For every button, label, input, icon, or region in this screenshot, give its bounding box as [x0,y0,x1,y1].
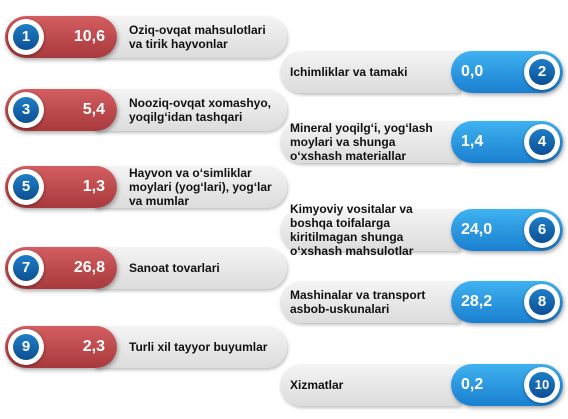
number-badge: 9 [8,329,44,365]
item-label: Kimyoviy vositalar va boshqa toifalarga ki… [280,202,460,258]
number-badge: 1 [8,19,44,55]
value-text: 1,4 [461,133,484,150]
number-text: 3 [13,97,39,123]
label-line: o‘xshash materiallar [290,149,407,163]
label-line: Sanoat tovarlari [129,261,220,275]
number-badge: 3 [8,92,44,128]
label-line: Kimyoviy vositalar va [290,202,413,216]
label-line: moylari va shunga [290,135,396,149]
value-pill: 1,3 5 [5,166,117,208]
label-line: o‘xshash mahsulotlar [290,244,414,258]
label-line: Mineral yoqilg‘i, yog‘lash [290,121,433,135]
value-text: 28,2 [461,293,493,310]
item-label: Turli xil tayyor buyumlar [95,326,287,368]
value-pill: 0,2 10 [451,364,563,406]
value-pill: 28,2 8 [451,281,563,323]
item-label: Nooziq-ovqat xomashyo, yoqilg‘idan tashqa… [95,89,287,131]
number-text: 5 [13,174,39,200]
number-text: 1 [13,24,39,50]
number-badge: 4 [524,124,560,160]
label-line: moylari (yog‘lari), yog‘lar [129,180,272,194]
value-text: 0,0 [461,63,484,80]
item-label: Mashinalar va transport asbob-uskunalari [280,281,460,323]
value-pill: 2,3 9 [5,326,117,368]
item-label: Hayvon va o‘simliklar moylari (yog‘lari),… [95,166,287,208]
label-line: Mashinalar va transport [290,288,426,302]
number-text: 2 [529,59,555,85]
value-pill: 0,0 2 [451,51,563,93]
value-pill: 24,0 6 [451,209,563,251]
item-label: Xizmatlar [280,364,460,406]
label-line: va mumlar [129,194,190,208]
list-item: Kimyoviy vositalar va boshqa toifalarga ki… [280,202,563,258]
item-label: Oziq-ovqat mahsulotlari va tirik hayvonla… [95,16,287,58]
item-label: Sanoat tovarlari [95,247,287,289]
number-badge: 8 [524,284,560,320]
label-line: Oziq-ovqat mahsulotlari [129,23,266,37]
list-item: Mashinalar va transport asbob-uskunalari 2… [280,281,563,323]
list-item: Xizmatlar 0,2 10 [280,364,563,406]
list-item: Turli xil tayyor buyumlar 2,3 9 [5,326,287,368]
label-line: kiritilmagan shunga [290,230,404,244]
value-text: 26,8 [73,259,105,276]
value-text: 10,6 [73,28,105,45]
number-text: 7 [13,255,39,281]
number-text: 9 [13,334,39,360]
label-line: yoqilg‘idan tashqari [129,110,243,124]
number-text: 8 [529,289,555,315]
value-text: 24,0 [461,221,493,238]
list-item: Nooziq-ovqat xomashyo, yoqilg‘idan tashqa… [5,89,287,131]
label-line: va tirik hayvonlar [129,37,228,51]
value-text: 1,3 [82,178,105,195]
number-text: 10 [529,372,555,398]
label-line: boshqa toifalarga [290,216,391,230]
number-badge: 10 [524,367,560,403]
list-item: Mineral yoqilg‘i, yog‘lash moylari va shu… [280,121,563,163]
list-item: Ichimliklar va tamaki 0,0 2 [280,51,563,93]
label-line: Nooziq-ovqat xomashyo, [129,96,272,110]
number-text: 4 [529,129,555,155]
label-line: Turli xil tayyor buyumlar [129,340,268,354]
label-line: Xizmatlar [290,378,344,392]
list-item: Oziq-ovqat mahsulotlari va tirik hayvonla… [5,16,287,58]
item-label: Ichimliklar va tamaki [280,51,460,93]
value-pill: 5,4 3 [5,89,117,131]
value-text: 5,4 [82,101,105,118]
label-line: asbob-uskunalari [290,302,390,316]
number-badge: 2 [524,54,560,90]
item-label: Mineral yoqilg‘i, yog‘lash moylari va shu… [280,121,460,163]
label-line: Hayvon va o‘simliklar [129,166,252,180]
value-pill: 1,4 4 [451,121,563,163]
number-badge: 6 [524,212,560,248]
value-pill: 10,6 1 [5,16,117,58]
value-pill: 26,8 7 [5,247,117,289]
number-badge: 5 [8,169,44,205]
number-text: 6 [529,217,555,243]
value-text: 0,2 [461,376,484,393]
label-line: Ichimliklar va tamaki [290,65,408,79]
value-text: 2,3 [82,338,105,355]
list-item: Sanoat tovarlari 26,8 7 [5,247,287,289]
list-item: Hayvon va o‘simliklar moylari (yog‘lari),… [5,166,287,208]
number-badge: 7 [8,250,44,286]
